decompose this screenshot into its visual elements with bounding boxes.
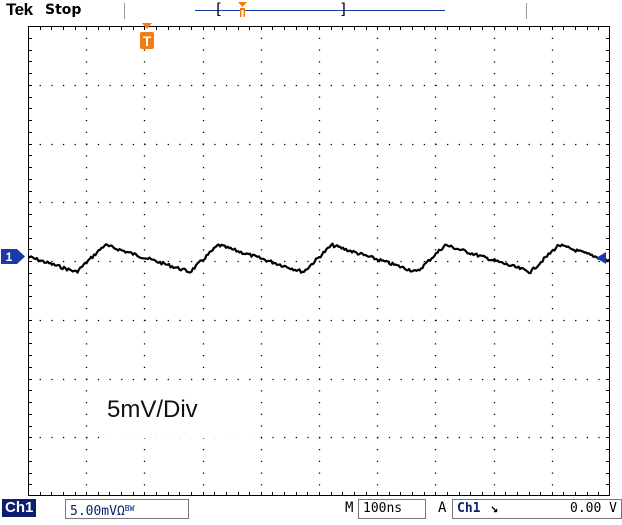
bottom-status-bar: Ch1 5.00mVΩBW M 100ns A Ch1 ↘ 0.00 V bbox=[0, 497, 622, 525]
brand-logo: Tek bbox=[6, 0, 33, 19]
status-divider bbox=[124, 3, 125, 19]
channel-1-marker-label: 1 bbox=[6, 250, 13, 264]
record-view-bracket-right: ] bbox=[339, 0, 349, 18]
trigger-level-arrow-icon[interactable] bbox=[596, 252, 610, 264]
volts-per-div-value: 5.00mV bbox=[70, 504, 117, 519]
trigger-readout[interactable]: Ch1 ↘ 0.00 V bbox=[452, 499, 622, 519]
bandwidth-limit-icon: BW bbox=[124, 504, 135, 513]
trigger-level-value: 0.00 V bbox=[570, 501, 617, 516]
vertical-scale-readout[interactable]: 5.00mVΩBW bbox=[65, 499, 189, 519]
scale-annotation: 5mV/Div bbox=[100, 382, 257, 438]
coupling-icon: Ω bbox=[116, 504, 125, 519]
record-view-bracket-left: [ bbox=[214, 0, 224, 18]
trigger-mode-label: A bbox=[438, 500, 447, 516]
trigger-slope-icon: ↘ bbox=[490, 501, 499, 516]
trigger-source: Ch1 bbox=[457, 501, 481, 516]
waveform-display[interactable] bbox=[28, 26, 610, 496]
trigger-position-icon[interactable]: T bbox=[139, 23, 155, 51]
status-divider bbox=[526, 3, 527, 19]
channel-1-marker-icon[interactable]: 1 bbox=[1, 249, 27, 264]
channel-badge[interactable]: Ch1 bbox=[2, 499, 37, 517]
record-trigger-icon bbox=[238, 2, 247, 17]
top-status-bar: Tek Stop [ ] bbox=[0, 0, 622, 22]
waveform-trace bbox=[28, 242, 610, 275]
acquisition-state: Stop bbox=[45, 2, 82, 18]
graticule bbox=[28, 26, 610, 496]
time-per-div-readout[interactable]: 100ns bbox=[358, 499, 426, 519]
main-timebase-label: M bbox=[345, 500, 354, 516]
record-length-bar bbox=[195, 10, 445, 11]
trigger-position-label: T bbox=[143, 33, 152, 49]
